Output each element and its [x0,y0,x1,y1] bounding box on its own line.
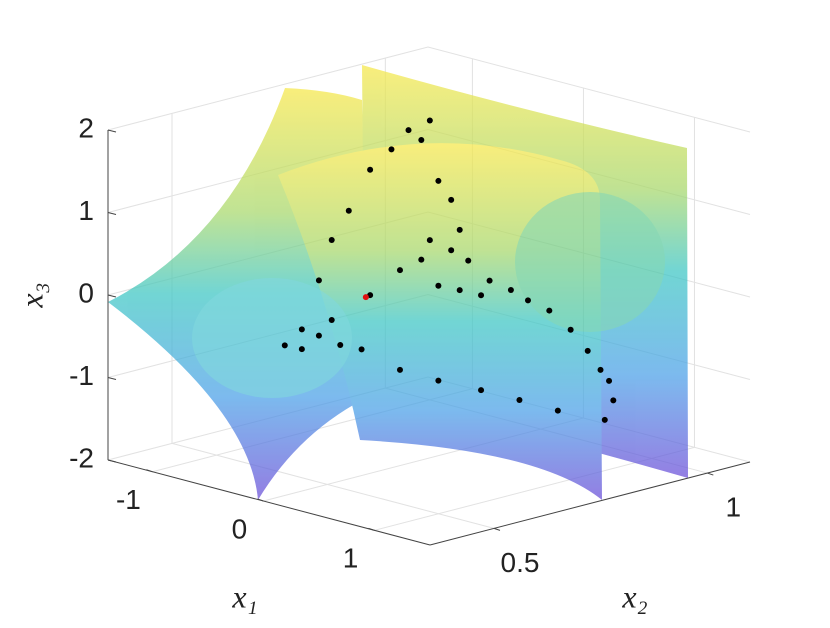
data-point [546,307,553,314]
data-point [610,397,617,404]
data-point [507,286,514,293]
data-point [367,166,374,173]
tick-mark [107,212,117,215]
x1-tick-label: -1 [116,484,141,515]
data-point [345,207,352,214]
tick-mark [107,294,117,298]
x3-tick-label: 0 [78,277,94,308]
tick-mark [107,129,117,133]
data-point [456,226,463,233]
data-point [465,257,472,264]
data-point [486,277,493,284]
data-point [388,146,395,153]
surface [515,192,665,332]
data-point [567,326,574,333]
data-point [337,341,344,348]
axis-line [107,459,431,546]
data-point [597,366,604,373]
points [281,117,617,423]
data-point [396,366,403,373]
data-point [516,396,523,403]
data-point [298,346,305,353]
tick-mark [146,469,153,473]
x1-tick-label: 0 [232,513,248,544]
surface [192,278,352,398]
tick-mark [493,527,501,531]
data-point [362,294,369,301]
tick-mark [257,498,264,502]
data-point [426,237,433,244]
data-point [281,342,288,349]
tick-mark [368,527,375,531]
tick-mark [107,459,117,463]
x3-tick-label: 2 [78,112,94,143]
data-point [396,267,403,274]
grid-line [374,117,695,531]
data-point [478,387,485,394]
tick-mark [707,472,714,476]
data-point [315,332,322,339]
data-point [298,326,305,333]
x2-tick-label: 0.5 [501,547,540,578]
data-point [328,316,335,323]
surfaces [108,65,688,500]
x2-tick-label: 1 [726,491,742,522]
data-point [448,196,455,203]
data-point [448,247,455,254]
axis-line [429,461,751,546]
data-point [426,117,433,124]
data-point [524,297,531,304]
data-point [418,256,425,263]
x3-tick-label: 1 [78,195,94,226]
data-point [328,236,335,243]
x1-axis-label: x₁ [231,578,257,614]
x2-axis-label: x₂ [621,578,647,614]
x3-axis-label: x₃ [13,282,49,308]
x3-tick-label: -2 [69,442,94,473]
data-point [554,407,561,414]
surface [278,143,602,500]
data-point [435,177,442,184]
data-point [435,282,442,289]
x1-tick-label: 1 [343,543,359,574]
data-point [584,347,591,354]
data-point [358,346,365,353]
ticks: -2 -1 0 1 2 -1 0 1 0.5 1 [69,112,751,578]
data-point [601,416,608,423]
data-point [418,136,425,143]
data-point [456,287,463,294]
data-point [478,292,485,299]
grid-line [107,46,751,133]
data-point [315,277,322,284]
data-point [606,377,613,384]
grid-line [171,113,495,529]
data-point [405,127,412,134]
data-point [435,377,442,384]
tick-mark [107,377,117,380]
x3-tick-label: -1 [69,360,94,391]
